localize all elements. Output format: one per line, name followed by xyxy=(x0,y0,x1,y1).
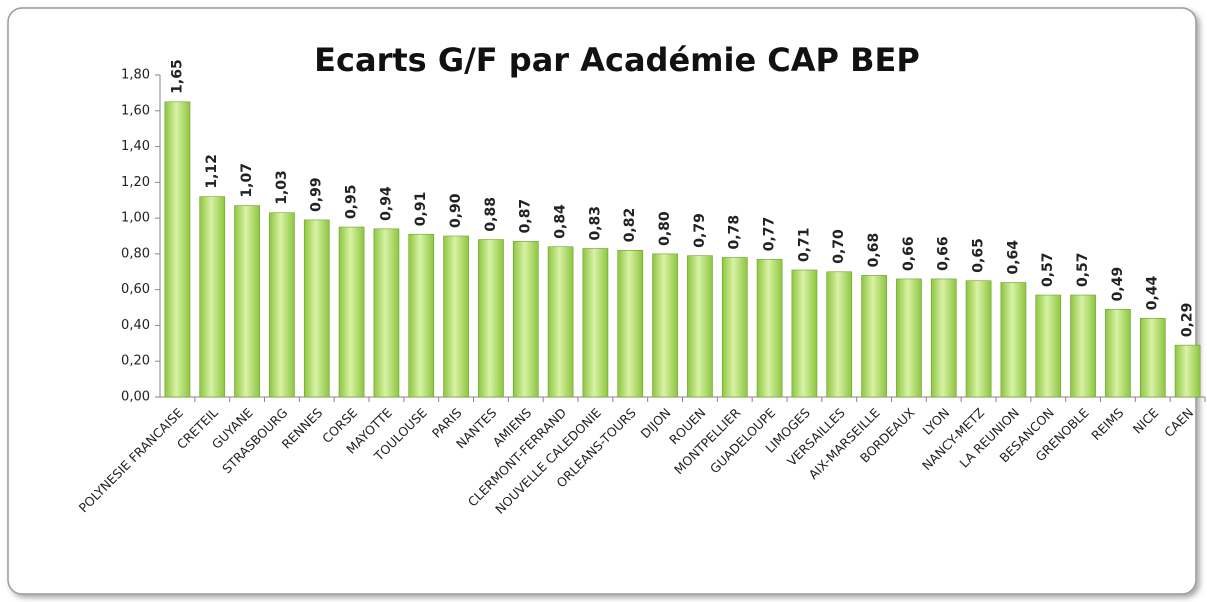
bar xyxy=(512,241,539,398)
value-label: 0,88 xyxy=(483,197,499,232)
value-label: 0,49 xyxy=(1110,267,1126,302)
value-label: 0,66 xyxy=(936,236,952,271)
y-tick-label: 1,00 xyxy=(121,211,150,226)
value-label: 0,80 xyxy=(657,211,673,246)
bar xyxy=(234,205,260,398)
bar xyxy=(269,212,295,398)
bar xyxy=(1105,309,1131,398)
value-label: 0,70 xyxy=(831,229,847,264)
bar xyxy=(582,248,609,398)
bar xyxy=(861,275,887,398)
value-label: 0,83 xyxy=(587,206,603,241)
y-tick-label: 1,60 xyxy=(121,103,150,118)
bar xyxy=(373,228,400,398)
value-label: 0,65 xyxy=(971,238,987,273)
value-label: 0,44 xyxy=(1145,275,1161,310)
value-label: 0,71 xyxy=(796,227,812,262)
y-tick-label: 0,80 xyxy=(121,246,150,261)
value-label: 0,90 xyxy=(448,193,464,228)
bar xyxy=(617,250,644,398)
value-label: 0,66 xyxy=(901,236,917,271)
value-label: 0,87 xyxy=(518,199,534,234)
bar xyxy=(1174,344,1201,398)
value-label: 0,29 xyxy=(1180,303,1196,338)
y-tick-label: 1,20 xyxy=(121,175,150,190)
bar xyxy=(1070,294,1096,398)
bar xyxy=(756,258,783,398)
value-label: 0,94 xyxy=(378,186,394,221)
bar xyxy=(443,235,469,398)
value-label: 0,77 xyxy=(762,217,778,252)
value-label: 0,95 xyxy=(344,185,360,220)
bar xyxy=(164,101,191,398)
value-label: 1,03 xyxy=(274,170,290,205)
bar xyxy=(547,246,574,398)
value-label: 1,07 xyxy=(239,163,255,198)
value-label: 0,84 xyxy=(553,204,569,239)
bar xyxy=(303,219,330,398)
y-tick-label: 0,20 xyxy=(121,354,150,369)
chart-title: Ecarts G/F par Académie CAP BEP xyxy=(314,41,920,79)
bar xyxy=(930,278,957,398)
y-tick-label: 0,40 xyxy=(121,318,150,333)
y-tick-label: 0,00 xyxy=(121,390,150,405)
value-label: 0,79 xyxy=(692,213,708,248)
y-tick-label: 0,60 xyxy=(121,282,150,297)
bar xyxy=(408,233,435,398)
bar xyxy=(1139,317,1166,398)
value-label: 1,65 xyxy=(169,59,185,94)
bar xyxy=(965,280,992,398)
value-label: 0,64 xyxy=(1005,240,1021,275)
bar xyxy=(721,257,748,398)
bar xyxy=(338,226,365,398)
value-label: 0,78 xyxy=(727,215,743,250)
value-label: 0,82 xyxy=(622,208,638,243)
value-label: 1,12 xyxy=(204,154,220,189)
value-label: 0,68 xyxy=(866,233,882,268)
value-label: 0,57 xyxy=(1040,252,1056,287)
bar xyxy=(1000,282,1027,398)
value-label: 0,99 xyxy=(309,177,325,212)
bar xyxy=(826,271,853,398)
bar xyxy=(896,278,922,398)
value-label: 0,57 xyxy=(1075,252,1091,287)
bar xyxy=(478,239,504,398)
y-tick-label: 1,80 xyxy=(121,68,150,83)
bar xyxy=(199,196,226,398)
bar xyxy=(791,269,818,398)
bar xyxy=(1035,294,1062,398)
y-tick-label: 1,40 xyxy=(121,139,150,154)
value-label: 0,91 xyxy=(413,192,429,227)
bar xyxy=(687,255,713,398)
bar xyxy=(652,253,678,398)
